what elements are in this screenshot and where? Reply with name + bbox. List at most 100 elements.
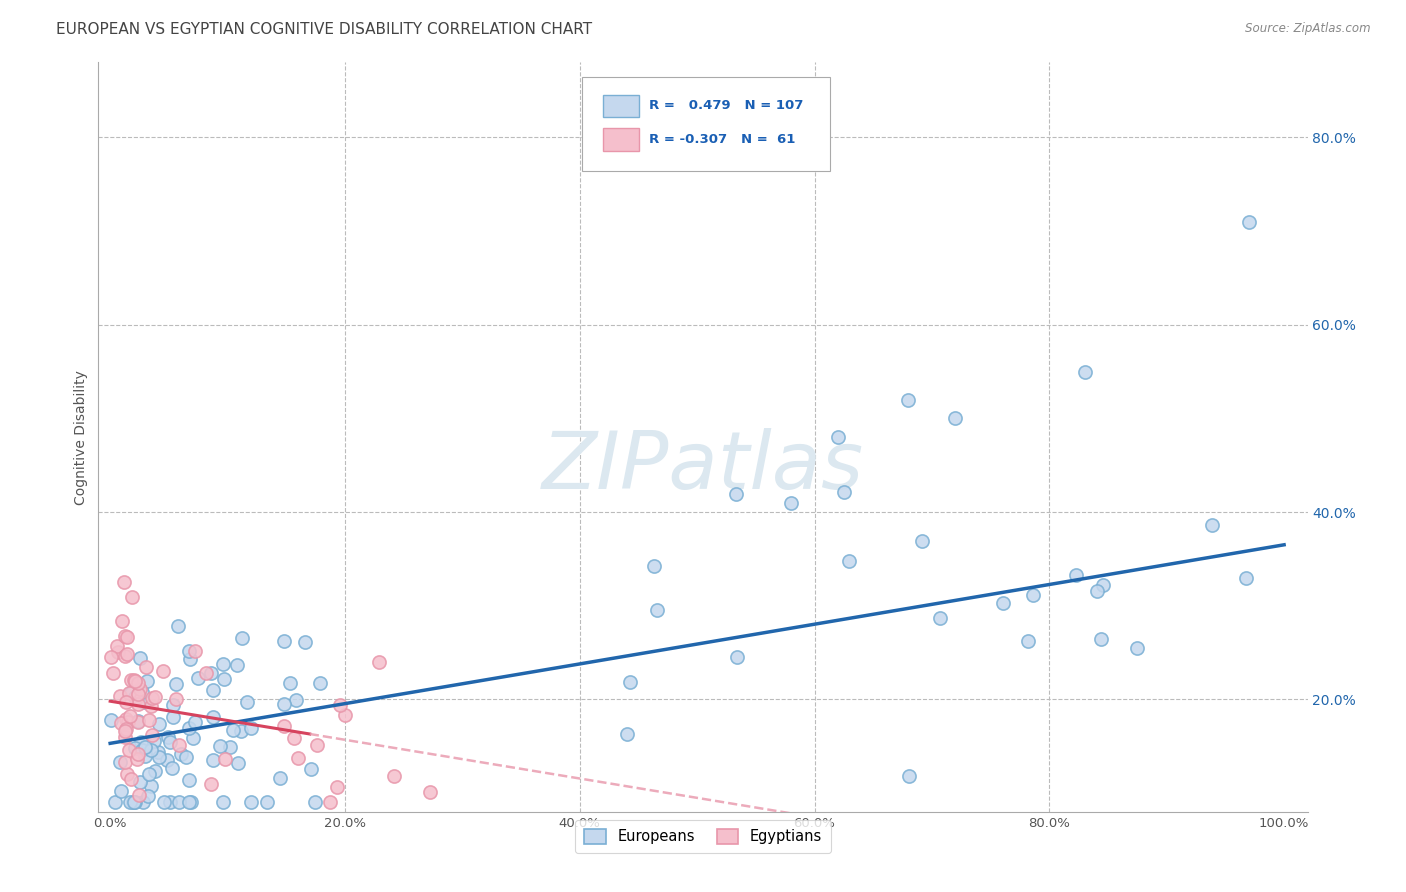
Point [115, 648, 138, 662]
Point [1017, 634, 1039, 648]
Point [100, 650, 122, 665]
Point [128, 681, 150, 696]
Point [136, 789, 159, 804]
Point [169, 738, 191, 752]
Point [724, 487, 747, 501]
Y-axis label: Cognitive Disability: Cognitive Disability [75, 369, 89, 505]
Point [139, 743, 162, 757]
Point [156, 731, 179, 745]
Point [335, 707, 357, 722]
Point [127, 714, 149, 729]
Point [218, 740, 240, 755]
Point [115, 630, 138, 644]
Point [211, 796, 233, 810]
Point [120, 795, 142, 809]
Point [114, 730, 136, 744]
Point [114, 648, 136, 663]
Text: R = -0.307   N =  61: R = -0.307 N = 61 [648, 133, 794, 146]
Point [165, 676, 187, 690]
Point [143, 734, 166, 748]
Point [114, 756, 136, 770]
Point [780, 496, 803, 510]
Point [114, 722, 136, 736]
Text: ZIPatlas: ZIPatlas [541, 428, 865, 506]
Point [284, 692, 307, 706]
Point [838, 554, 860, 568]
Point [148, 749, 170, 764]
Point [326, 780, 349, 795]
Point [162, 762, 184, 776]
Point [382, 769, 405, 783]
Point [153, 796, 176, 810]
Point [177, 796, 200, 810]
Point [177, 721, 200, 735]
Point [727, 650, 749, 665]
Point [177, 772, 200, 787]
Point [110, 689, 132, 703]
Point [167, 796, 190, 810]
Point [143, 690, 166, 704]
Point [229, 723, 252, 738]
Point [179, 652, 201, 666]
Point [141, 699, 163, 714]
Point [1090, 632, 1112, 646]
Point [299, 762, 322, 776]
Point [278, 676, 301, 690]
Point [112, 575, 135, 590]
Point [100, 713, 122, 727]
Point [141, 728, 163, 742]
Point [124, 690, 146, 705]
Point [121, 590, 143, 604]
Point [179, 644, 201, 658]
Point [156, 753, 179, 767]
Point [897, 769, 920, 783]
Point [180, 796, 202, 810]
Point [419, 785, 441, 799]
Point [118, 686, 141, 700]
Point [159, 796, 181, 810]
Point [212, 657, 235, 671]
Point [146, 745, 169, 759]
Point [104, 796, 127, 810]
Point [228, 756, 250, 770]
Point [235, 695, 257, 709]
Point [647, 603, 669, 617]
Point [131, 796, 153, 810]
Point [273, 634, 295, 648]
Point [120, 686, 142, 700]
Point [367, 655, 389, 669]
Point [110, 783, 132, 797]
Point [170, 747, 193, 761]
Point [269, 772, 291, 786]
Point [124, 796, 146, 810]
Point [162, 710, 184, 724]
Text: Source: ZipAtlas.com: Source: ZipAtlas.com [1246, 22, 1371, 36]
Point [305, 738, 328, 752]
Bar [603, 128, 638, 151]
Point [1073, 364, 1095, 378]
Point [131, 743, 153, 757]
Point [200, 665, 222, 680]
Point [134, 739, 156, 754]
Point [240, 796, 263, 810]
Point [166, 619, 188, 633]
Point [138, 766, 160, 780]
Point [184, 714, 207, 729]
Point [1201, 518, 1223, 533]
Point [131, 735, 153, 749]
Point [1092, 578, 1115, 592]
Point [114, 695, 136, 709]
Point [184, 644, 207, 658]
Point [162, 698, 184, 713]
Point [114, 713, 136, 727]
Point [287, 751, 309, 765]
Point [201, 710, 224, 724]
Point [134, 749, 156, 764]
Point [118, 743, 141, 757]
Point [1234, 571, 1257, 585]
Point [1064, 568, 1087, 582]
Point [129, 775, 152, 789]
Point [329, 698, 352, 713]
Point [208, 739, 231, 754]
Point [928, 611, 950, 625]
